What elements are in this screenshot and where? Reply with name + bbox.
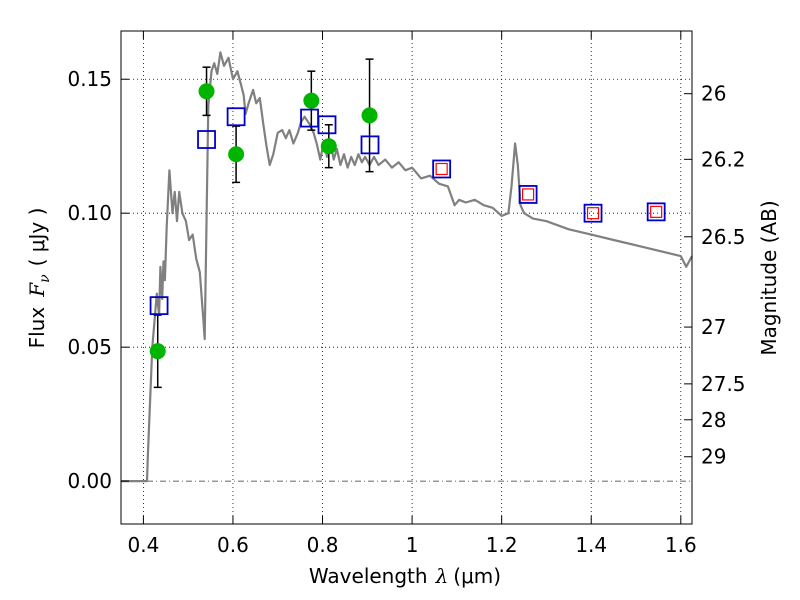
model-point (226, 107, 246, 127)
observed-point (228, 146, 245, 163)
observed-point (303, 92, 320, 109)
y-axis-label-unit: ( μJy ) (25, 208, 49, 267)
model-point-nir (646, 202, 666, 222)
y-tick-label: 0.10 (67, 201, 112, 225)
model-point-nir-inner (435, 162, 448, 176)
model-point (149, 296, 169, 316)
model-point-nir-inner (586, 207, 600, 220)
sed-model-line (121, 51, 693, 483)
x-tick-label: 0.6 (217, 533, 249, 557)
x-axis-label-text: Wavelength (309, 564, 428, 588)
y-tick-label: 0.00 (67, 469, 112, 493)
model-point (317, 115, 337, 135)
observed-point (320, 138, 337, 155)
y2-tick-label: 26 (701, 82, 726, 106)
observed-point (361, 107, 378, 124)
x-axis: 0.4 0.6 0.8 1 1.2 1.4 1.6 (127, 31, 697, 557)
x-tick-label: 1.6 (665, 533, 697, 557)
y-axis-label-subscript: ν (37, 274, 53, 283)
model-point-nir (432, 159, 452, 179)
y2-axis-label: Magnitude (AB) (757, 200, 781, 355)
y2-tick-label: 26.5 (701, 225, 746, 249)
x-tick-label: 1 (406, 533, 419, 557)
y-tick-label: 0.05 (67, 335, 112, 359)
y-axis-label-text: Flux (25, 307, 49, 349)
y2-tick-label: 27.5 (701, 372, 746, 396)
model-points (149, 107, 666, 316)
x-tick-label: 1.4 (575, 533, 607, 557)
model-point-nir (518, 185, 538, 204)
model-point (360, 135, 380, 155)
y-axis-label: Flux Fν ( μJy ) (25, 208, 53, 349)
x-axis-label: Wavelength λ (μm) (309, 564, 501, 588)
plot-frame (120, 30, 693, 525)
model-point (197, 130, 216, 149)
sed-layer (121, 51, 693, 483)
y-tick-label: 0.15 (67, 67, 112, 91)
model-point-nir-inner (650, 205, 663, 218)
x-tick-label: 0.4 (127, 533, 159, 557)
y-axis-label-symbol: F (25, 282, 49, 298)
y2-tick-label: 29 (701, 445, 726, 469)
x-tick-label: 1.2 (486, 533, 518, 557)
model-point-nir (583, 203, 603, 223)
observed-point (198, 83, 215, 100)
observed-points (149, 83, 378, 360)
y2-tick-label: 26.2 (701, 147, 746, 171)
y2-tick-label: 28 (701, 408, 726, 432)
x-tick-label: 0.8 (307, 533, 339, 557)
model-point-nir-inner (521, 188, 535, 201)
observed-point (149, 343, 166, 360)
y-axis: 0.00 0.05 0.10 0.15 (67, 67, 129, 493)
x-axis-label-unit: (μm) (453, 564, 501, 588)
y2-tick-label: 27 (701, 315, 726, 339)
x-axis-label-symbol: λ (435, 564, 449, 588)
y2-axis: 26 26.2 26.5 27 27.5 28 29 (684, 82, 746, 469)
